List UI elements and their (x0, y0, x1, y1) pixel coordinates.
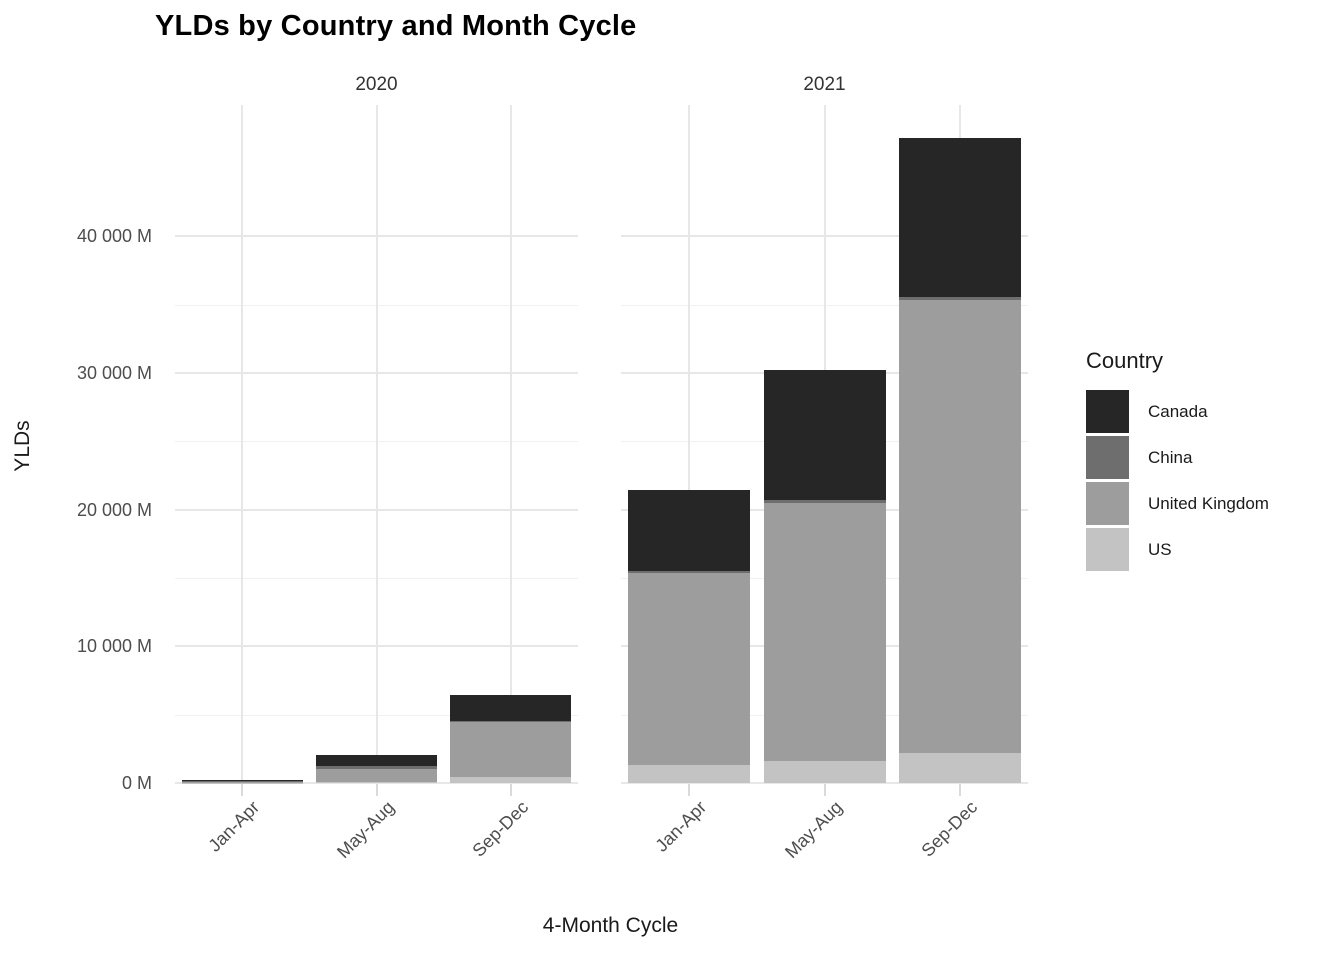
bar-segment-US (628, 764, 750, 783)
bar-segment-United Kingdom (450, 722, 571, 777)
gridline-v-May-Aug (376, 105, 378, 783)
bar-segment-United Kingdom (628, 572, 750, 765)
x-tick-label-Jan-Apr: Jan-Apr (204, 797, 264, 856)
x-tick-May-Aug (824, 784, 826, 796)
bar-2020-May-Aug (316, 105, 437, 783)
x-tick-Jan-Apr (688, 784, 690, 796)
facet-strip-2021: 2021 (803, 74, 846, 95)
y-tick-label-30000: 30 000 M (76, 362, 152, 383)
bar-2020-Jan-Apr (182, 105, 303, 783)
bar-segment-China (628, 571, 750, 573)
bar-segment-United Kingdom (899, 300, 1021, 753)
gridline-0 (175, 782, 578, 784)
bar-segment-US (764, 761, 886, 783)
x-tick-label-May-Aug: May-Aug (781, 797, 847, 863)
bar-segment-US (450, 776, 571, 783)
x-tick-May-Aug (376, 784, 378, 796)
legend-item-label: United Kingdom (1148, 493, 1269, 513)
legend-item-label: Canada (1148, 401, 1208, 421)
facet-strip-2020: 2020 (355, 74, 398, 95)
y-tick-label-40000: 40 000 M (76, 226, 152, 247)
legend: Country Canada China United Kingdom US (1086, 348, 1269, 574)
bar-segment-United Kingdom (764, 503, 886, 762)
bar-segment-United Kingdom (316, 768, 437, 782)
x-tick-Sep-Dec (510, 784, 512, 796)
x-tick-Jan-Apr (241, 784, 243, 796)
legend-title: Country (1086, 348, 1164, 373)
y-axis-title: YLDs (11, 420, 34, 472)
legend-item-US: US (1086, 528, 1269, 571)
legend-items: Canada China United Kingdom US (1086, 390, 1269, 571)
bar-segment-China (764, 500, 886, 504)
bar-segment-China (450, 720, 571, 723)
bar-segment-US (316, 781, 437, 783)
chart-title: YLDs by Country and Month Cycle (155, 10, 637, 42)
y-tick-label-0: 0 M (121, 773, 152, 793)
y-tick-label-10000: 10 000 M (76, 636, 152, 657)
bar-segment-US (899, 752, 1021, 783)
legend-item-label: US (1148, 539, 1172, 559)
bar-segment-China (316, 766, 437, 769)
x-axis-title: 4-Month Cycle (542, 914, 679, 937)
bar-segment-Canada (764, 370, 886, 501)
x-tick-label-May-Aug: May-Aug (333, 797, 399, 863)
x-tick-label-Sep-Dec: Sep-Dec (468, 797, 533, 861)
bar-segment-Canada (316, 755, 437, 767)
legend-item-label: China (1148, 447, 1193, 467)
legend-swatch-China (1086, 436, 1129, 479)
bar-segment-United Kingdom (182, 781, 303, 783)
bar-segment-Canada (628, 489, 750, 572)
bar-segment-Canada (182, 779, 303, 782)
legend-item-United Kingdom: United Kingdom (1086, 482, 1269, 525)
x-tick-Sep-Dec (959, 784, 961, 796)
legend-item-China: China (1086, 436, 1269, 479)
bar-2021-May-Aug (764, 105, 886, 783)
y-tick-label-20000: 20 000 M (76, 499, 152, 520)
gridline-0 (621, 782, 1028, 784)
legend-swatch-US (1086, 528, 1129, 571)
x-tick-label-Jan-Apr: Jan-Apr (651, 797, 711, 856)
gridline-v-Jan-Apr (688, 105, 690, 783)
gridline-v-Sep-Dec (510, 105, 512, 783)
x-tick-label-Sep-Dec: Sep-Dec (917, 797, 982, 861)
panel-2020 (175, 105, 578, 784)
bar-2020-Sep-Dec (450, 105, 571, 783)
legend-item-Canada: Canada (1086, 390, 1269, 433)
legend-swatch-United Kingdom (1086, 482, 1129, 525)
legend-swatch-Canada (1086, 390, 1129, 433)
bar-segment-China (899, 297, 1021, 301)
bar-2021-Jan-Apr (628, 105, 750, 783)
bar-segment-Canada (450, 694, 571, 721)
gridline-v-Jan-Apr (241, 105, 243, 783)
panel-2021 (621, 105, 1028, 784)
bar-2021-Sep-Dec (899, 105, 1021, 783)
bar-segment-Canada (899, 138, 1021, 298)
